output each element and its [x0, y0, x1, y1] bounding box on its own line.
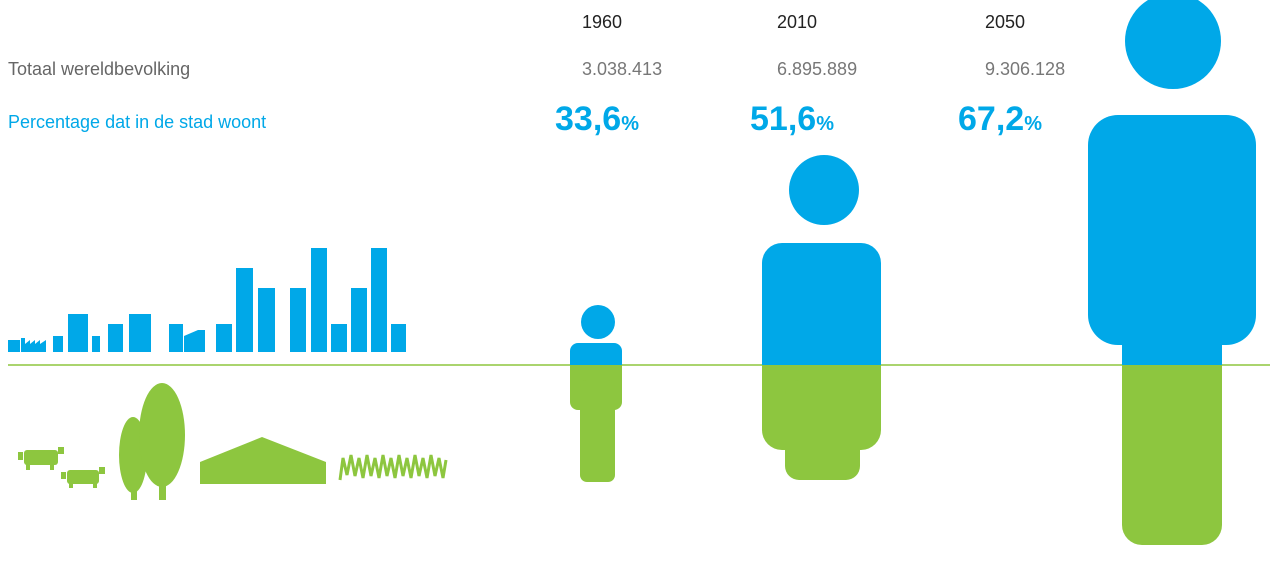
percentage-value: 51,6 [750, 100, 816, 138]
year: 2010 [777, 12, 817, 32]
population: 3.038.413 [582, 59, 662, 79]
percentage: 67,2% [958, 100, 1042, 138]
percentage-value: 67,2 [958, 100, 1024, 138]
year: 2050 [985, 12, 1025, 32]
percentage-value: 33,6 [555, 100, 621, 138]
population: 6.895.889 [777, 59, 857, 79]
columns: 1960 3.038.413 33,6% 2010 6.895.889 51,6% 2050… [555, 12, 1065, 138]
year: 1960 [582, 12, 622, 32]
percentage-unit: % [1024, 113, 1042, 135]
person-figures [570, 0, 1256, 545]
row-label: Totaal wereldbevolking [8, 59, 190, 79]
percentage: 33,6% [555, 100, 639, 138]
percentage-unit: % [816, 113, 834, 135]
population: 9.306.128 [985, 59, 1065, 79]
percentage-unit: % [621, 113, 639, 135]
city-icons [8, 248, 406, 352]
percentage: 51,6% [750, 100, 834, 138]
row-label: Percentage dat in de stad woont [8, 112, 266, 132]
country-icons [18, 383, 446, 500]
infographic: Totaal wereldbevolking Percentage dat in… [0, 0, 1270, 562]
